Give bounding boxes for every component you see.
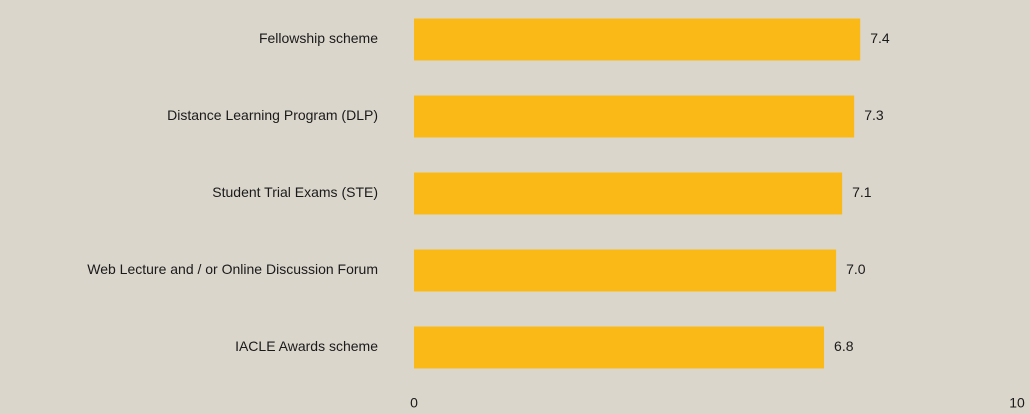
value-label: 7.4 — [870, 30, 890, 46]
y-tick-label: Student Trial Exams (STE) — [212, 184, 378, 200]
y-tick-label: Fellowship scheme — [259, 30, 378, 46]
value-label: 6.8 — [834, 338, 854, 354]
x-tick-label: 10 — [1009, 395, 1025, 411]
value-label: 7.3 — [864, 107, 884, 123]
bar — [414, 249, 837, 292]
bar — [414, 18, 861, 61]
value-label: 7.0 — [846, 261, 866, 277]
x-tick-label: 0 — [410, 395, 418, 411]
y-tick-label: Web Lecture and / or Online Discussion F… — [87, 261, 378, 277]
value-label: 7.1 — [852, 184, 872, 200]
bar — [414, 95, 855, 138]
bar — [414, 172, 843, 215]
y-tick-label: IACLE Awards scheme — [235, 338, 378, 354]
y-tick-label: Distance Learning Program (DLP) — [167, 107, 378, 123]
bar — [414, 326, 825, 369]
